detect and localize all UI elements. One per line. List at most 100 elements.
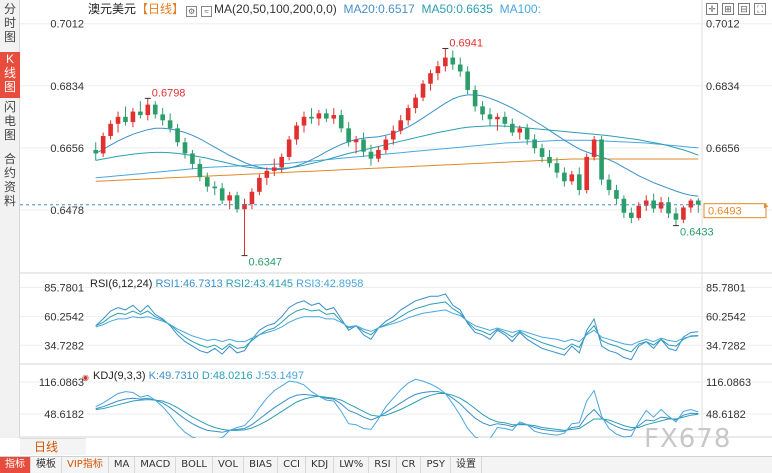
candle-body [614,190,619,199]
toolbar-button-2[interactable]: VIP指标 [62,457,109,473]
candle-body [115,116,121,124]
eye-icon[interactable]: ◉ [82,373,89,382]
kdj-line-K [95,391,699,433]
extreme-label: 0.6798 [152,87,186,99]
toolbar-button-8[interactable]: CCI [278,457,307,473]
candle-body [100,136,106,154]
current-price-label: 0.6493 [708,206,742,218]
candle-body [606,179,612,191]
toolbar-button-12[interactable]: CR [397,457,422,473]
candle-body [576,174,582,191]
chart-canvas[interactable]: 0.7012 0.7012 0.6834 0.6834 0.6656 0.6656 0.64… [20,0,772,438]
zoom-out-icon[interactable]: ⊟ [738,3,750,15]
candle-body [502,116,508,124]
extreme-label: 0.6347 [249,257,283,269]
candle-body [517,128,523,133]
candle-body [629,212,634,218]
candle-body [93,149,99,154]
toolbar-button-3[interactable]: MA [109,457,136,473]
candle-body [405,108,411,121]
candle-body [175,128,180,143]
ma20-line [95,94,699,197]
left-tab-3[interactable]: 合约资料 [3,152,16,208]
rsi-y-tick-right: 60.2542 [706,311,746,323]
candle-body [353,139,359,143]
toolbar-button-9[interactable]: KDJ [306,457,335,473]
toolbar-button-10[interactable]: LW% [334,457,370,473]
candle-body [197,163,203,178]
y-tick-left: 0.6478 [50,205,84,217]
candle-body [264,170,270,178]
ma50-line [95,125,699,170]
period-label[interactable]: 【日线】 [136,2,185,16]
ma-params-label[interactable]: MA(20,50,100,200,0,0) [214,2,337,16]
kdj-line-J [95,378,699,438]
toolbar-button-0[interactable]: 指标 [0,457,31,473]
y-tick-left: 0.6656 [50,143,84,155]
left-tab-2[interactable]: 闪电图 [3,100,16,142]
kdj-y-tick-left: 48.6182 [44,409,84,421]
period-button[interactable]: 日线 [20,438,86,455]
toolbar-button-13[interactable]: PSY [421,457,451,473]
settings-icon[interactable]: ⚙ [186,6,198,17]
crosshair-icon[interactable]: ✛ [706,3,718,15]
candle-body [591,139,597,157]
toolbar-button-7[interactable]: BIAS [244,457,279,473]
candle-body [182,142,188,154]
candle-body [383,139,389,150]
chart-background [20,0,772,438]
candle-body [420,83,426,98]
ma50-value: MA50:0.6635 [421,2,493,16]
candle-body [413,97,418,109]
y-tick-right: 0.6656 [706,143,740,155]
candle-body [681,207,686,220]
candle-body [539,148,545,157]
zoom-in-icon[interactable]: ⊞ [722,3,734,15]
candle-body [487,114,493,120]
toolbar-button-11[interactable]: RSI [369,457,397,473]
chart-type-icon[interactable]: ≈ [201,6,213,17]
candle-body [643,200,649,206]
toolbar-button-4[interactable]: MACD [135,457,177,473]
y-tick-left: 0.6834 [50,81,84,93]
kdj-y-tick-right: 116.0863 [706,377,751,389]
toolbar-button-5[interactable]: BOLL [176,457,213,473]
candle-body [532,139,537,149]
candle-body [286,139,292,157]
candle-body [554,163,560,173]
candle-body [480,106,485,115]
candle-body [167,120,173,129]
candle-body [376,149,381,159]
candle-body [152,104,158,115]
candle-body [271,167,277,171]
toolbar-button-14[interactable]: 设置 [451,457,482,473]
left-tab-0[interactable]: 分时图 [3,2,16,44]
rsi2-value: RSI2:43.4145 [225,278,294,290]
y-tick-left: 0.7012 [50,19,84,31]
candle-body [145,104,151,116]
candle-body [301,116,307,126]
rsi3-value: RSI3:42.8958 [296,278,364,290]
y-tick-right: 0.7012 [706,19,740,31]
candle-body [331,115,337,119]
candle-body [435,66,441,74]
fx678-watermark: FX678 [644,424,732,454]
toolbar-button-1[interactable]: 模板 [31,457,62,473]
current-price-arrow: ▸ [764,201,769,211]
current-price-tag [703,203,767,219]
candle-body [257,177,262,192]
candle-body [390,130,396,140]
rsi1-value: RSI1:46.7313 [155,278,223,290]
candle-body [219,188,225,201]
fullscreen-icon[interactable]: ⛶ [754,3,766,15]
toolbar-button-6[interactable]: VOL [213,457,245,473]
rsi-y-tick-left: 85.7801 [44,282,84,294]
extreme-label: 0.6433 [680,227,714,239]
candle-body [398,120,404,131]
kdj-y-tick-left: 116.0863 [39,377,84,389]
ma100-line [95,139,699,179]
candle-body [316,113,322,119]
candle-body [160,114,165,121]
candle-body [495,116,500,120]
